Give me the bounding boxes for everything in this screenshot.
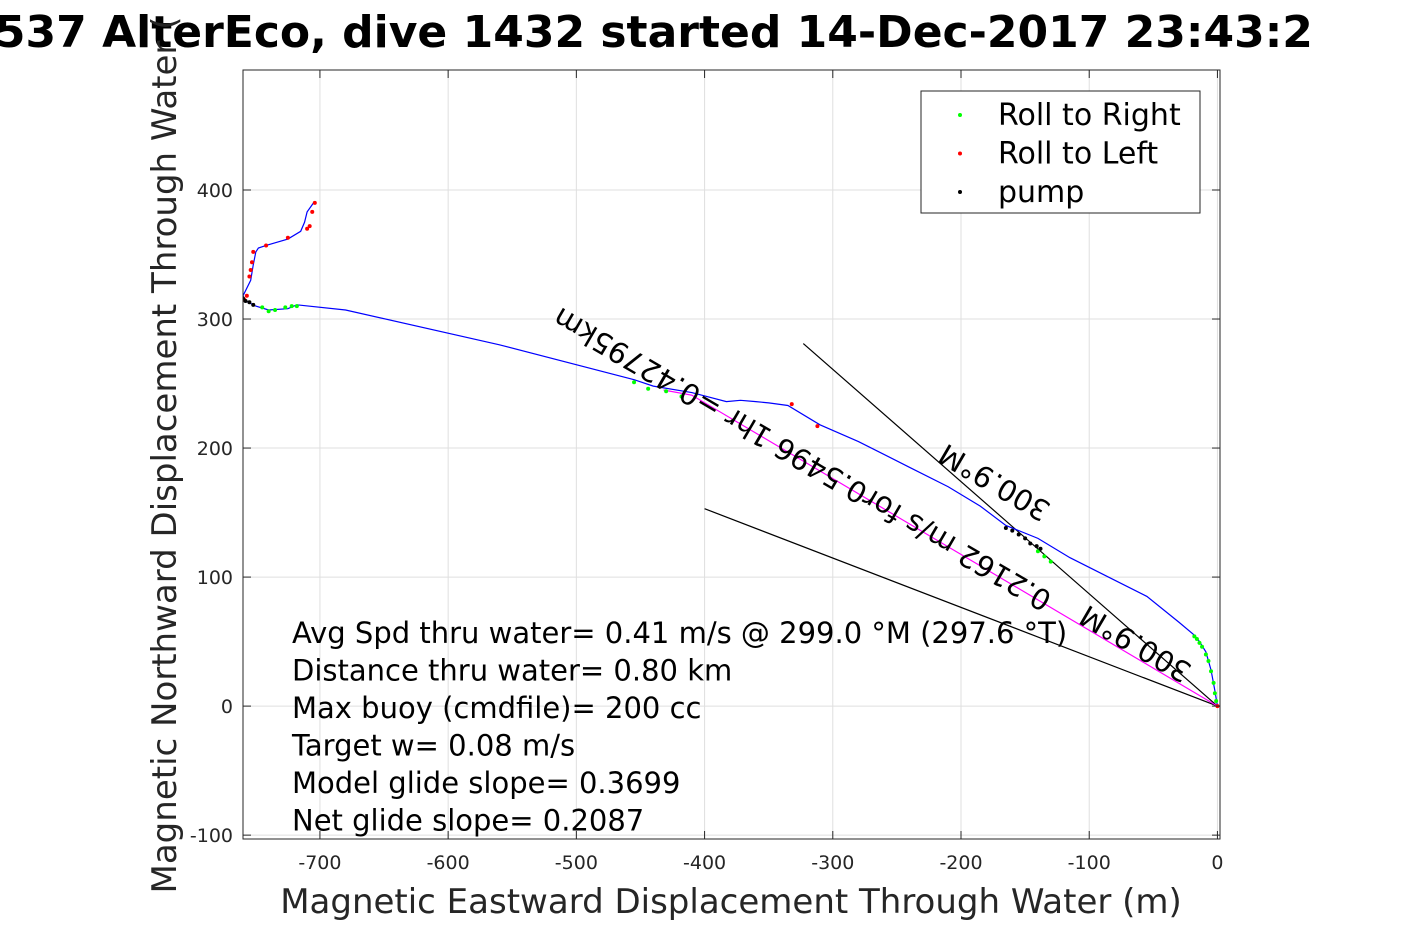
stats-text-block: Avg Spd thru water= 0.41 m/s @ 299.0 °M …: [291, 616, 1067, 838]
x-axis-label: Magnetic Eastward Displacement Through W…: [280, 882, 1182, 922]
roll-right-point: [273, 307, 278, 312]
pump-point: [1034, 544, 1039, 549]
roll-right-point: [1042, 554, 1047, 559]
pump-point: [1016, 532, 1021, 537]
legend-label: Roll to Left: [998, 137, 1158, 172]
pump-point: [251, 302, 256, 307]
x-tick-label: -500: [555, 852, 598, 874]
roll-right-point: [289, 304, 294, 309]
roll-left-point: [307, 224, 312, 229]
roll-left-point: [310, 209, 315, 214]
roll-right-point: [1214, 698, 1219, 703]
chart-title: SG537 AlterEco, dive 1432 started 14-Dec…: [0, 7, 1313, 58]
roll-right-point: [1211, 680, 1216, 685]
roll-right-point: [1048, 559, 1053, 564]
legend-marker: [958, 151, 962, 156]
magenta-series: [663, 389, 1218, 707]
roll-right-point: [1209, 669, 1214, 674]
roll-right-point: [260, 305, 265, 310]
roll-left-point: [264, 243, 269, 248]
roll-left-point: [244, 293, 249, 298]
stats-line: Max buoy (cmdfile)= 200 cc: [292, 691, 701, 725]
pump-point: [1003, 526, 1008, 531]
y-tick-label: 200: [197, 438, 233, 460]
roll-right-point: [664, 389, 669, 394]
roll-left-point: [285, 235, 290, 240]
legend-marker: [958, 190, 962, 194]
x-tick-label: -300: [811, 852, 854, 874]
reference-line: [802, 343, 1218, 707]
legend-box: [920, 90, 1201, 214]
pump-point: [1028, 541, 1033, 546]
magenta-line: [663, 389, 1218, 707]
x-tick-label: -100: [1068, 852, 1111, 874]
x-tick-label: -700: [298, 852, 341, 874]
roll-right-point: [1203, 652, 1208, 657]
roll-right-point: [1035, 549, 1040, 554]
y-axis-ticks: -100 0 100 200 300 400: [190, 180, 1220, 847]
x-tick-label: -400: [683, 852, 726, 874]
roll-right-point: [679, 394, 684, 399]
roll-left-point: [815, 424, 820, 429]
roll-right-point: [632, 380, 637, 385]
stats-line: Distance thru water= 0.80 km: [292, 654, 732, 688]
stats-line: Target w= 0.08 m/s: [291, 729, 575, 763]
roll-left-point: [789, 402, 794, 407]
stats-line: Model glide slope= 0.3699: [292, 766, 680, 800]
y-tick-label: 0: [221, 696, 233, 718]
y-tick-label: -100: [190, 825, 233, 847]
x-tick-label: -600: [427, 852, 470, 874]
roll-left-point: [249, 260, 254, 265]
y-tick-label: 300: [197, 309, 233, 331]
x-axis-ticks: -700 -600 -500 -400 -300 -200 -100 0: [298, 70, 1223, 874]
reference-lines: [704, 343, 1218, 707]
roll-right-point: [1200, 644, 1205, 649]
stats-line: Net glide slope= 0.2087: [292, 804, 644, 838]
roll-right-point: [1194, 637, 1199, 642]
pump-point: [1023, 536, 1028, 541]
y-tick-label: 400: [197, 180, 233, 202]
roll-right-point: [646, 386, 651, 391]
legend-label: pump: [998, 175, 1084, 210]
roll-left-point: [305, 226, 310, 231]
track-line: [243, 202, 1219, 707]
legend-marker: [958, 113, 962, 117]
x-tick-label: 0: [1211, 852, 1223, 874]
roll-right-point: [1206, 658, 1211, 663]
pump-point: [1038, 546, 1043, 551]
roll-right-point: [1197, 640, 1202, 645]
legend-label: Roll to Right: [998, 98, 1181, 133]
roll-left-point: [247, 274, 252, 279]
pump-point: [247, 300, 252, 305]
roll-right-point: [266, 309, 271, 314]
y-tick-label: 100: [197, 567, 233, 589]
reference-line: [704, 508, 1218, 707]
x-tick-label: -200: [939, 852, 982, 874]
pump-point: [243, 298, 248, 303]
roll-right-point: [283, 305, 288, 310]
roll-right-point: [1192, 634, 1197, 639]
axes-frame: [242, 69, 1221, 840]
roll-left-point: [248, 267, 253, 272]
roll-left-point: [251, 249, 256, 254]
pump-point: [1010, 528, 1015, 533]
roll-left-point: [312, 200, 317, 205]
stats-line: Avg Spd thru water= 0.41 m/s @ 299.0 °M …: [292, 616, 1067, 650]
roll-right-point: [294, 304, 299, 309]
y-axis-label: Magnetic Northward Displacement Through …: [145, 17, 185, 894]
track-series: [243, 202, 1219, 707]
roll-right-point: [1212, 691, 1217, 696]
marker-points: [243, 200, 1220, 709]
